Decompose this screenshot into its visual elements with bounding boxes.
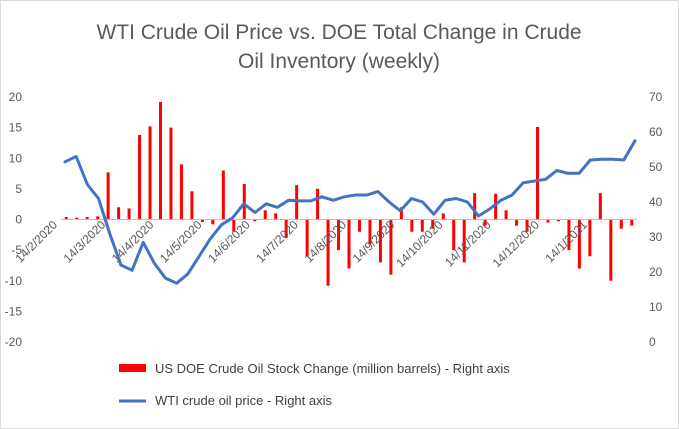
bar: [504, 210, 508, 220]
x-axis: 14/2/2020 14/3/2020 14/4/2020 14/5/2020 14/6…: [12, 217, 590, 270]
bar: [399, 207, 403, 220]
bar: [515, 219, 519, 226]
bar: [619, 219, 623, 229]
legend-label-bar: US DOE Crude Oil Stock Change (million b…: [155, 361, 510, 376]
x-tick-label: 14/6/2020: [205, 217, 253, 265]
bar: [630, 219, 634, 226]
right-tick-label: 20: [649, 265, 663, 279]
bar: [546, 219, 550, 223]
bar: [179, 164, 183, 220]
bar: [232, 219, 236, 232]
bar: [357, 219, 361, 232]
bar: [295, 185, 299, 220]
left-tick-label: 20: [9, 90, 23, 104]
x-tick-label: 14/3/2020: [61, 217, 109, 265]
right-tick-label: 0: [649, 335, 656, 349]
left-tick-label: 0: [15, 213, 22, 227]
bar: [284, 219, 288, 238]
bar: [556, 219, 560, 222]
bar: [567, 219, 571, 251]
bar: [588, 219, 592, 257]
bar: [389, 219, 393, 275]
bar: [190, 191, 194, 220]
bar: [274, 213, 278, 220]
bar: [64, 217, 68, 220]
bar: [242, 183, 246, 220]
left-tick-label: -5: [11, 243, 22, 257]
bar: [106, 172, 110, 220]
x-tick-label: 14/7/2020: [253, 217, 301, 265]
right-axis: 70 60 50 40 30 20 10 0: [649, 90, 663, 349]
bar: [598, 193, 602, 220]
bar: [452, 219, 456, 251]
bar: [326, 219, 330, 286]
left-tick-label: 5: [15, 182, 22, 196]
bar: [494, 193, 498, 220]
bar: [420, 219, 424, 232]
bar: [138, 134, 142, 220]
left-tick-label: -15: [5, 304, 23, 318]
bar: [577, 219, 581, 269]
x-tick-label: 14/8/2020: [302, 217, 350, 265]
bar: [211, 219, 215, 225]
bar: [337, 219, 341, 251]
bar-series: [64, 101, 634, 286]
legend-swatch-bar: [119, 364, 146, 372]
chart-title-line1: WTI Crude Oil Price vs. DOE Total Change…: [96, 21, 581, 44]
bar: [253, 219, 257, 222]
bar: [200, 219, 204, 222]
bar: [127, 208, 131, 220]
bar: [221, 170, 225, 220]
right-tick-label: 30: [649, 230, 663, 244]
left-tick-label: -10: [5, 274, 23, 288]
x-tick-label: 14/11/2020: [442, 217, 494, 269]
bar: [96, 216, 100, 220]
bar: [609, 219, 613, 281]
bar: [158, 101, 162, 220]
x-tick-label: 14/1/2021: [542, 217, 590, 265]
bar: [169, 127, 173, 220]
bar: [431, 219, 435, 229]
left-axis: 20 15 10 5 0 -5 -10 -15 -20: [5, 90, 23, 349]
legend-label-line: WTI crude oil price - Right axis: [155, 393, 332, 408]
x-tick-label: 14/10/2020: [393, 217, 446, 270]
left-tick-label: 15: [9, 121, 23, 135]
left-tick-label: 10: [9, 151, 23, 165]
bar: [85, 217, 89, 220]
bar: [263, 210, 267, 220]
right-tick-label: 60: [649, 125, 663, 139]
bar: [536, 127, 540, 220]
bar: [117, 207, 121, 220]
bar: [316, 188, 320, 220]
right-tick-label: 50: [649, 160, 663, 174]
bar: [525, 219, 529, 232]
right-tick-label: 40: [649, 195, 663, 209]
bar: [483, 219, 487, 226]
bar: [347, 219, 351, 269]
x-tick-label: 14/4/2020: [109, 217, 157, 265]
bar: [378, 219, 382, 263]
right-tick-label: 70: [649, 90, 663, 104]
bar: [75, 217, 79, 220]
legend: US DOE Crude Oil Stock Change (million b…: [119, 361, 510, 408]
price-line: [63, 139, 637, 285]
right-tick-label: 10: [649, 300, 663, 314]
bar: [410, 219, 414, 232]
bar: [473, 193, 477, 220]
bar: [441, 213, 445, 220]
bar: [368, 219, 372, 244]
bar: [462, 219, 466, 263]
bar: [148, 126, 152, 220]
bar: [305, 219, 309, 257]
left-tick-label: -20: [5, 335, 23, 349]
chart-title-line2: Oil Inventory (weekly): [238, 50, 440, 73]
